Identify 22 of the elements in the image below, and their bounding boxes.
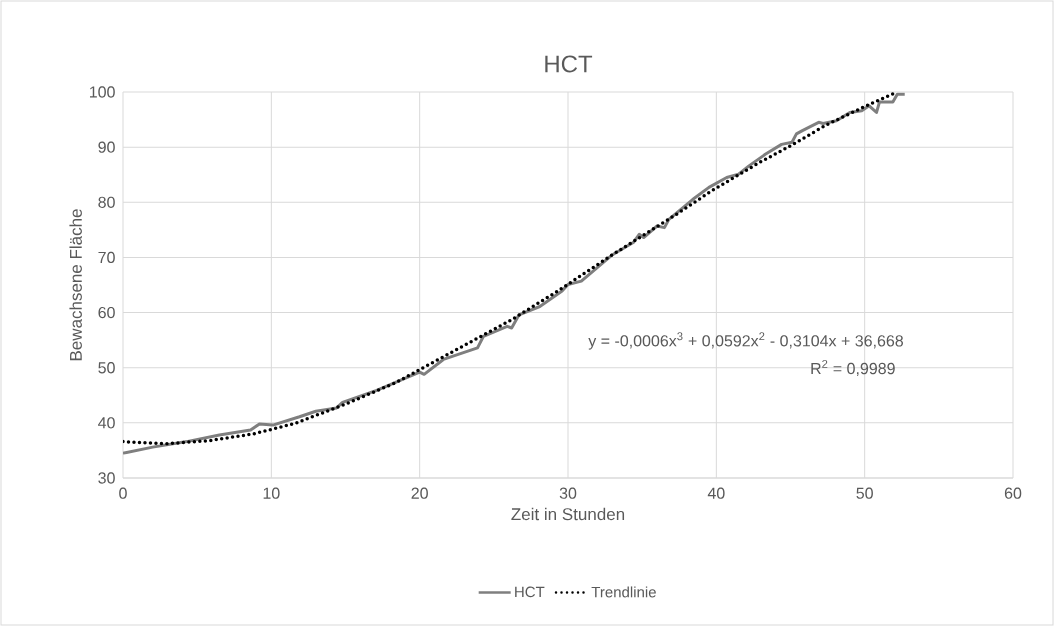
y-axis-title: Bewachsene Fläche (69, 209, 82, 361)
x-tick-label: 50 (856, 487, 873, 499)
x-tick-label: 30 (559, 487, 577, 499)
x-tick-label: 40 (707, 487, 725, 499)
x-tick-label: 0 (119, 487, 127, 499)
x-axis-title: Zeit in Stunden (511, 507, 625, 521)
chart-title: HCT (545, 55, 593, 73)
x-tick-label: 60 (1004, 487, 1022, 499)
y-tick-label: 70 (98, 251, 115, 264)
y-tick-label: 60 (98, 306, 115, 319)
legend-label: Trendlinie (591, 586, 656, 598)
y-tick-label: 100 (90, 86, 115, 98)
annotation: R$^{2}$ = 0,9989 (811, 359, 895, 377)
y-tick-label: 80 (98, 196, 115, 208)
y-tick-label: 40 (98, 417, 115, 429)
x-tick-label: 20 (411, 487, 428, 499)
y-tick-label: 90 (98, 141, 115, 153)
legend-label: HCT (515, 586, 545, 598)
y-tick-label: 50 (98, 362, 115, 374)
annotation: y = -0,0006x$^{3}$ + 0,0592x$^{2}$ - 0,3104x + 36,668 (588, 332, 904, 350)
y-tick-label: 30 (98, 472, 115, 484)
x-tick-label: 10 (263, 487, 280, 499)
